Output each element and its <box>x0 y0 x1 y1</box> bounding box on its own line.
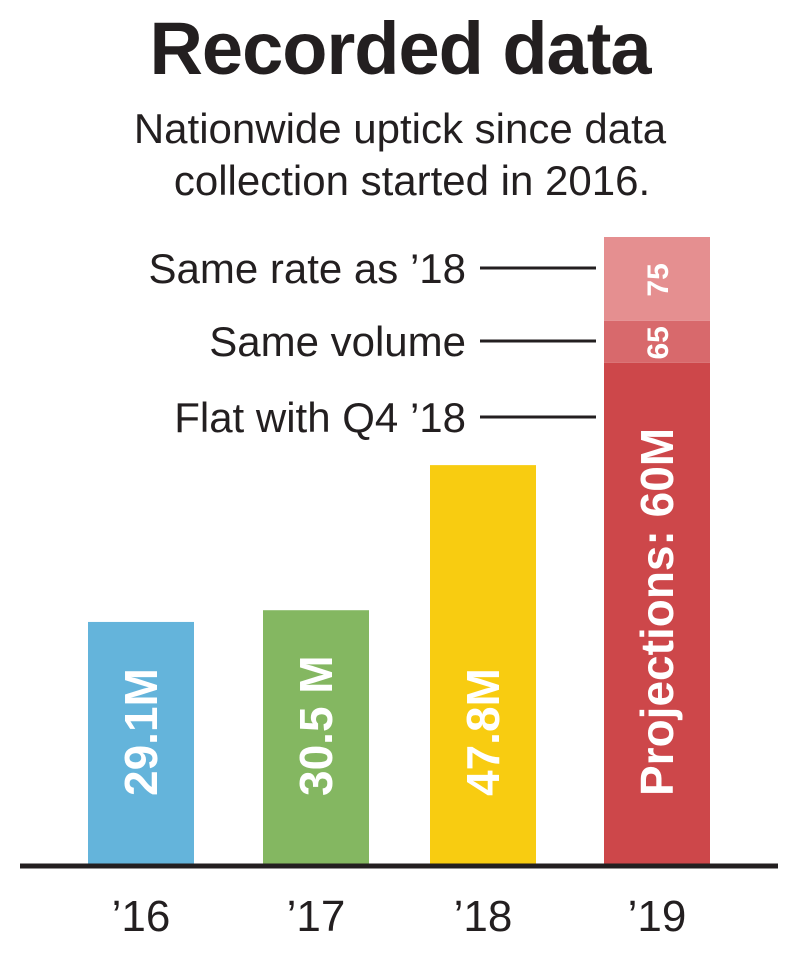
projection-segment-label-75: 75 <box>642 263 675 296</box>
bar-2 <box>263 610 369 866</box>
bar-value-label-4: Projections: 60M <box>631 428 683 796</box>
x-tick-label-1: ’16 <box>112 892 171 941</box>
bar-value-label-1: 29.1M <box>115 668 167 796</box>
bar-value-label-3: 47.8M <box>457 668 509 796</box>
projection-segment-65 <box>604 320 710 363</box>
chart-subtitle-line-2: collection started in 2016. <box>173 157 651 204</box>
chart-subtitle-line-1: Nationwide uptick since data <box>133 105 667 152</box>
projection-segment-label-65: 65 <box>642 326 675 359</box>
x-tick-label-3: ’18 <box>454 892 513 941</box>
bar-4 <box>604 362 710 866</box>
projection-label-2: Same volume <box>209 318 466 365</box>
x-tick-label-4: ’19 <box>628 892 687 941</box>
projection-label-3: Same rate as ’18 <box>148 245 466 292</box>
projection-segment-75 <box>604 237 710 321</box>
bar-1 <box>88 621 194 866</box>
projection-label-1: Flat with Q4 ’18 <box>174 394 466 441</box>
bar-value-label-2: 30.5 M <box>290 655 342 796</box>
chart-title: Recorded data <box>149 7 651 90</box>
bar-3 <box>430 465 536 866</box>
x-tick-label-2: ’17 <box>287 892 346 941</box>
